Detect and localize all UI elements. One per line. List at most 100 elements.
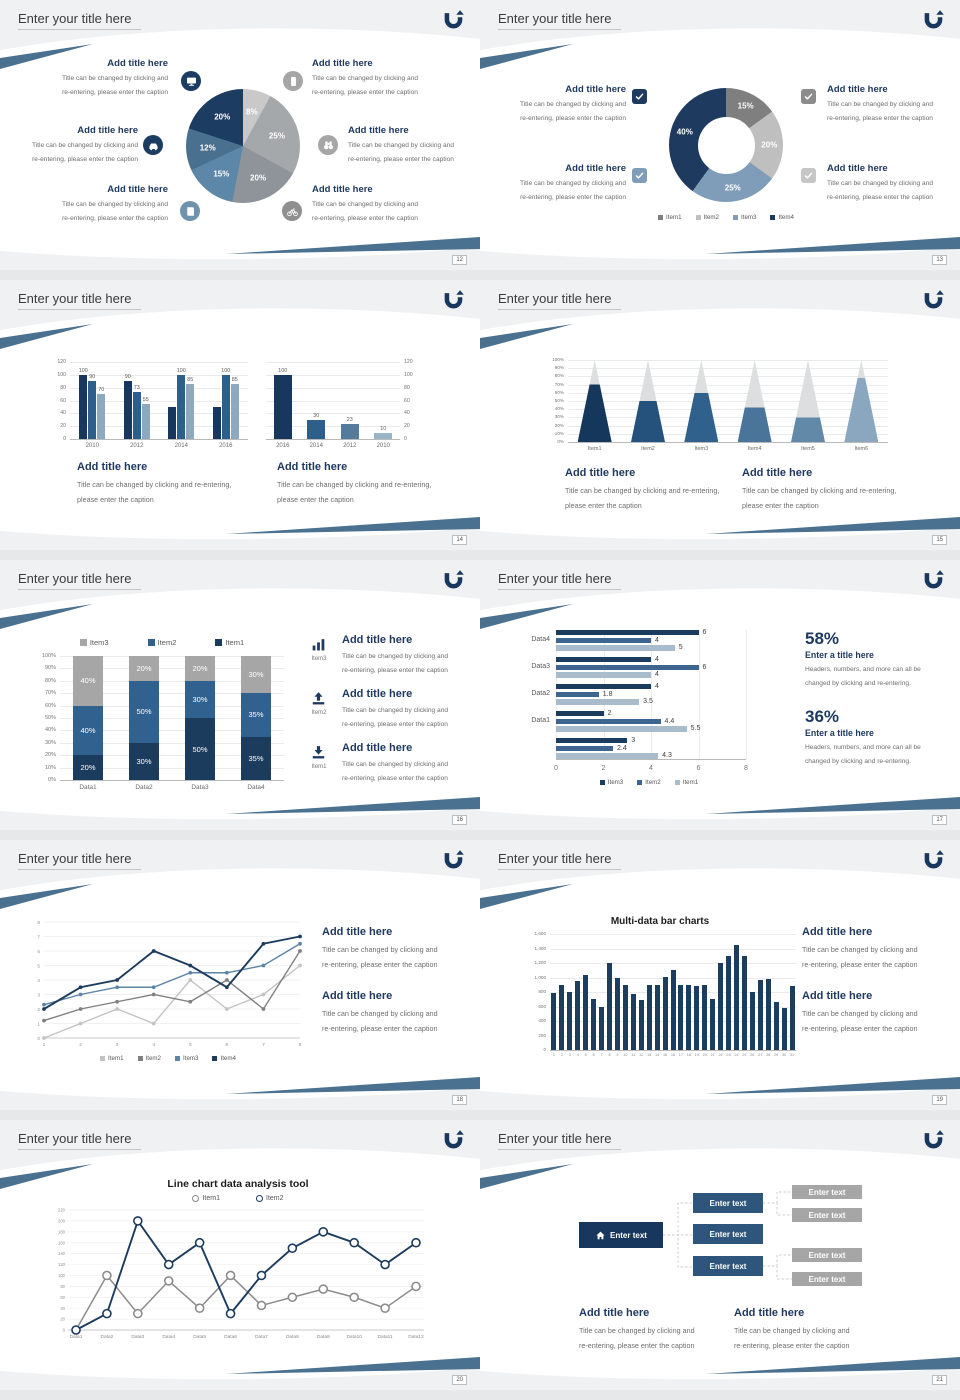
- category-label: 10: [623, 1053, 628, 1057]
- axis-tick-label: 1,400: [534, 945, 547, 951]
- slide-title: Enter your title here: [18, 1131, 142, 1150]
- svg-text:80: 80: [60, 1284, 65, 1289]
- legend-marker: [79, 639, 87, 646]
- slide-background: [0, 840, 480, 1110]
- bar-value-label: 3.5: [643, 698, 653, 706]
- bar: [607, 963, 613, 1050]
- bar: [583, 975, 589, 1050]
- horizontal-bar-chart: 0 2 4 6 8 6 4 5 Data4 4 6 4 Data3 4 1.8 3.5 Data2 2 4.4 5.5…: [522, 624, 776, 796]
- category-label: Item3: [694, 446, 709, 452]
- axis-tick-label: 1,600: [534, 931, 547, 936]
- block-caption: Title can be changed by clicking and re-e…: [579, 1326, 695, 1351]
- axis-tick-label: 60: [404, 397, 410, 404]
- bar: [741, 955, 747, 1050]
- group-label: Data4: [531, 636, 550, 644]
- bar: [710, 999, 716, 1050]
- bar-value-label: 100: [176, 367, 186, 374]
- callout-title: Add title here: [827, 84, 888, 95]
- axis-tick-label: 200: [538, 1032, 546, 1038]
- svg-text:6: 6: [226, 1042, 229, 1048]
- bar: [789, 986, 795, 1050]
- legend-item: Item1: [192, 1195, 220, 1202]
- axis-tick-label: 8: [744, 764, 748, 772]
- grid-line: [266, 413, 400, 415]
- grid-line: [60, 767, 284, 769]
- slide-background: [480, 1120, 960, 1390]
- axis-tick-label: 0%: [557, 439, 564, 444]
- callout-bottom-left: Add title here Title can be changed by c…: [502, 163, 626, 204]
- bar: [186, 384, 195, 439]
- slice-label: 8%: [246, 107, 258, 117]
- grid-line: [550, 934, 796, 935]
- legend-item: Item2: [137, 1055, 161, 1062]
- slide-title: Enter your title here: [498, 1131, 622, 1150]
- stat-percent: 58%: [805, 629, 840, 648]
- axis-tick-label: 80%: [554, 373, 564, 379]
- legend-marker: [147, 639, 155, 646]
- stack-segment: [241, 656, 271, 694]
- group-label: Data3: [531, 663, 550, 671]
- grid-line: [568, 433, 888, 435]
- binoculars-icon: [318, 135, 338, 155]
- segment-label: 35%: [248, 710, 264, 720]
- bar: [556, 753, 659, 759]
- page-number: 14: [452, 535, 467, 545]
- upload-icon: [310, 690, 327, 707]
- bar: [718, 963, 724, 1050]
- page-number: 12: [452, 255, 467, 265]
- grid-line: [568, 392, 888, 394]
- grouped-bar-chart: 0 20 40 60 80 100 120 100 90 70 2010 90 73 55 2012 100 8…: [48, 354, 252, 452]
- slide-20: Enter your title here Line chart data an…: [0, 1120, 480, 1390]
- bar-value-label: 100: [78, 367, 88, 374]
- callout-mid-left: Add title here Title can be changed by c…: [12, 125, 138, 166]
- category-label: 14: [655, 1053, 660, 1057]
- bar-value-label: 90: [89, 374, 96, 381]
- axis-tick-label: 20%: [554, 422, 564, 428]
- grid-line: [266, 374, 400, 376]
- category-label: 13: [647, 1053, 652, 1057]
- bar-value-label: 4: [655, 671, 659, 679]
- svg-text:6: 6: [37, 949, 40, 955]
- svg-text:8: 8: [37, 920, 40, 926]
- legend-item: Item1: [658, 214, 682, 221]
- segment-label: 50%: [136, 707, 152, 717]
- bar: [556, 745, 613, 751]
- axis-tick-label: 1,000: [534, 974, 547, 980]
- bar-value-label: 85: [187, 377, 194, 384]
- grid-line: [568, 417, 888, 419]
- category-label: Item1: [587, 446, 602, 452]
- grid-line: [60, 705, 284, 707]
- bar: [79, 374, 88, 439]
- category-label: Data4: [247, 784, 265, 791]
- stat-caption: Headers, numbers, and more can all be cha…: [805, 744, 921, 765]
- grid-line: [70, 413, 248, 415]
- x-axis: [556, 758, 746, 760]
- svg-text:Data1: Data1: [70, 1334, 83, 1340]
- callout-title: Add title here: [107, 184, 168, 195]
- axis-tick-label: 120: [404, 359, 413, 365]
- grid-line: [70, 426, 248, 428]
- grid-line: [60, 730, 284, 732]
- logo-icon: [442, 9, 465, 32]
- slide-14: Enter your title here 0 20 40 60 80 100 120 100…: [0, 280, 480, 550]
- segment-label: 30%: [136, 756, 152, 766]
- bar: [567, 992, 573, 1050]
- feature-caption: Title can be changed by clicking and re-e…: [342, 761, 449, 782]
- bar: [556, 630, 699, 636]
- bar: [556, 738, 628, 744]
- callout-title: Add title here: [827, 163, 888, 174]
- svg-text:60: 60: [60, 1295, 65, 1300]
- donut-chart: 15% 20% 25% 40% Item1 Item2 Item3 Item4: [658, 88, 794, 221]
- feature-label: Item2: [311, 710, 327, 716]
- legend-item: Item3: [733, 214, 756, 221]
- category-label: 16: [670, 1053, 676, 1057]
- bar: [556, 711, 604, 717]
- bar: [141, 403, 150, 439]
- legend-item: Item2: [695, 214, 719, 221]
- grid-line: [568, 409, 888, 411]
- bar: [556, 726, 687, 732]
- category-label: Data1: [79, 784, 97, 791]
- axis-tick-label: 60: [60, 397, 66, 404]
- category-label: 23: [726, 1053, 731, 1057]
- bar: [556, 691, 599, 697]
